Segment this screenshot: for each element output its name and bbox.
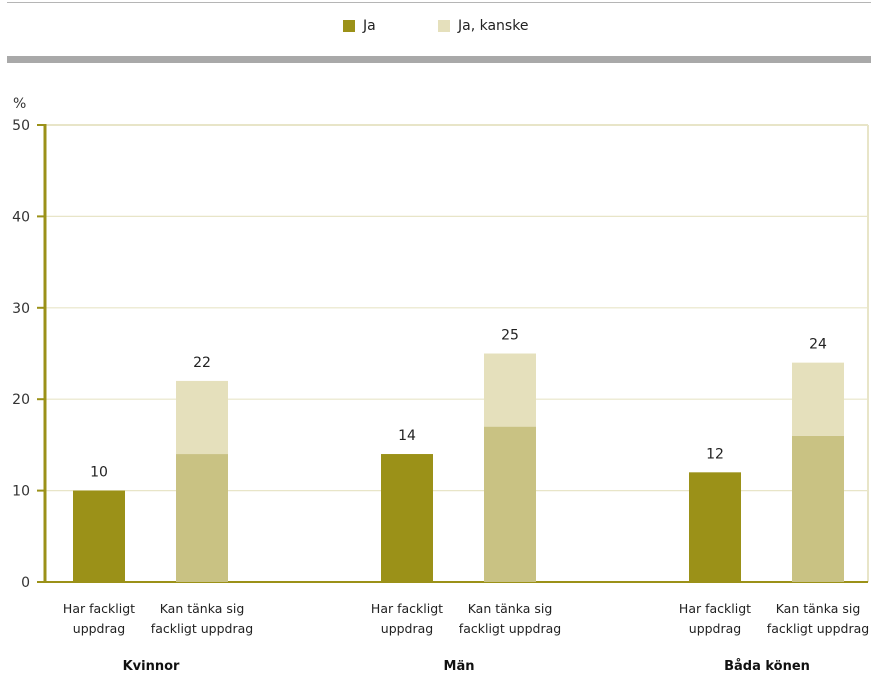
category-label-0-0-line1: Har fackligt [63, 601, 135, 616]
category-label-2-0-line2: uppdrag [689, 621, 741, 636]
bar-ja-kanske-0-1 [176, 380, 228, 455]
group-label-0: Kvinnor [123, 659, 180, 674]
bar-value-label-2-0: 12 [706, 446, 724, 462]
category-label-1-1-line2: fackligt uppdrag [459, 621, 561, 636]
category-label-1-0-line2: uppdrag [381, 621, 433, 636]
legend-label-ja: Ja [363, 18, 376, 34]
category-label-2-1-line1: Kan tänka sig [776, 601, 861, 616]
y-tick-label-30: 30 [12, 301, 30, 317]
bar-ja-2-0 [689, 472, 741, 582]
legend-swatch-ja-kanske [438, 20, 450, 32]
y-tick-label-20: 20 [12, 392, 30, 408]
category-label-0-1-line1: Kan tänka sig [160, 601, 245, 616]
bar-ja-kanske-2-1 [792, 362, 844, 436]
y-axis-unit: % [13, 96, 26, 112]
legend-swatch-ja [343, 20, 355, 32]
legend-item-ja-kanske: Ja, kanske [438, 18, 528, 34]
legend-item-ja: Ja [343, 18, 376, 34]
bar-ja-kanske-1-1 [484, 353, 536, 427]
top-divider [7, 2, 871, 3]
y-tick-label-0: 0 [21, 575, 30, 591]
header-rule [7, 56, 871, 63]
bar-ja-0-1 [176, 454, 228, 582]
bar-ja-2-1 [792, 435, 844, 582]
bar-ja-1-0 [381, 454, 433, 582]
y-tick-label-40: 40 [12, 209, 30, 225]
bar-value-label-0-0: 10 [90, 465, 108, 481]
bar-value-label-0-1: 22 [193, 355, 211, 371]
category-label-0-1-line2: fackligt uppdrag [151, 621, 253, 636]
category-label-2-0-line1: Har fackligt [679, 601, 751, 616]
category-label-2-1-line2: fackligt uppdrag [767, 621, 869, 636]
bar-ja-0-0 [73, 490, 125, 582]
bar-value-label-2-1: 24 [809, 337, 827, 353]
legend-label-ja-kanske: Ja, kanske [458, 18, 529, 34]
bar-value-label-1-1: 25 [501, 328, 519, 344]
y-tick-label-10: 10 [12, 484, 30, 500]
group-label-1: Män [444, 659, 475, 674]
y-tick-label-50: 50 [12, 118, 30, 134]
legend: Ja Ja, kanske [0, 18, 875, 40]
category-label-0-0-line2: uppdrag [73, 621, 125, 636]
group-label-2: Båda könen [724, 659, 810, 674]
bar-ja-1-1 [484, 426, 536, 582]
bar-value-label-1-0: 14 [398, 428, 416, 444]
category-label-1-1-line1: Kan tänka sig [468, 601, 553, 616]
category-label-1-0-line1: Har fackligt [371, 601, 443, 616]
